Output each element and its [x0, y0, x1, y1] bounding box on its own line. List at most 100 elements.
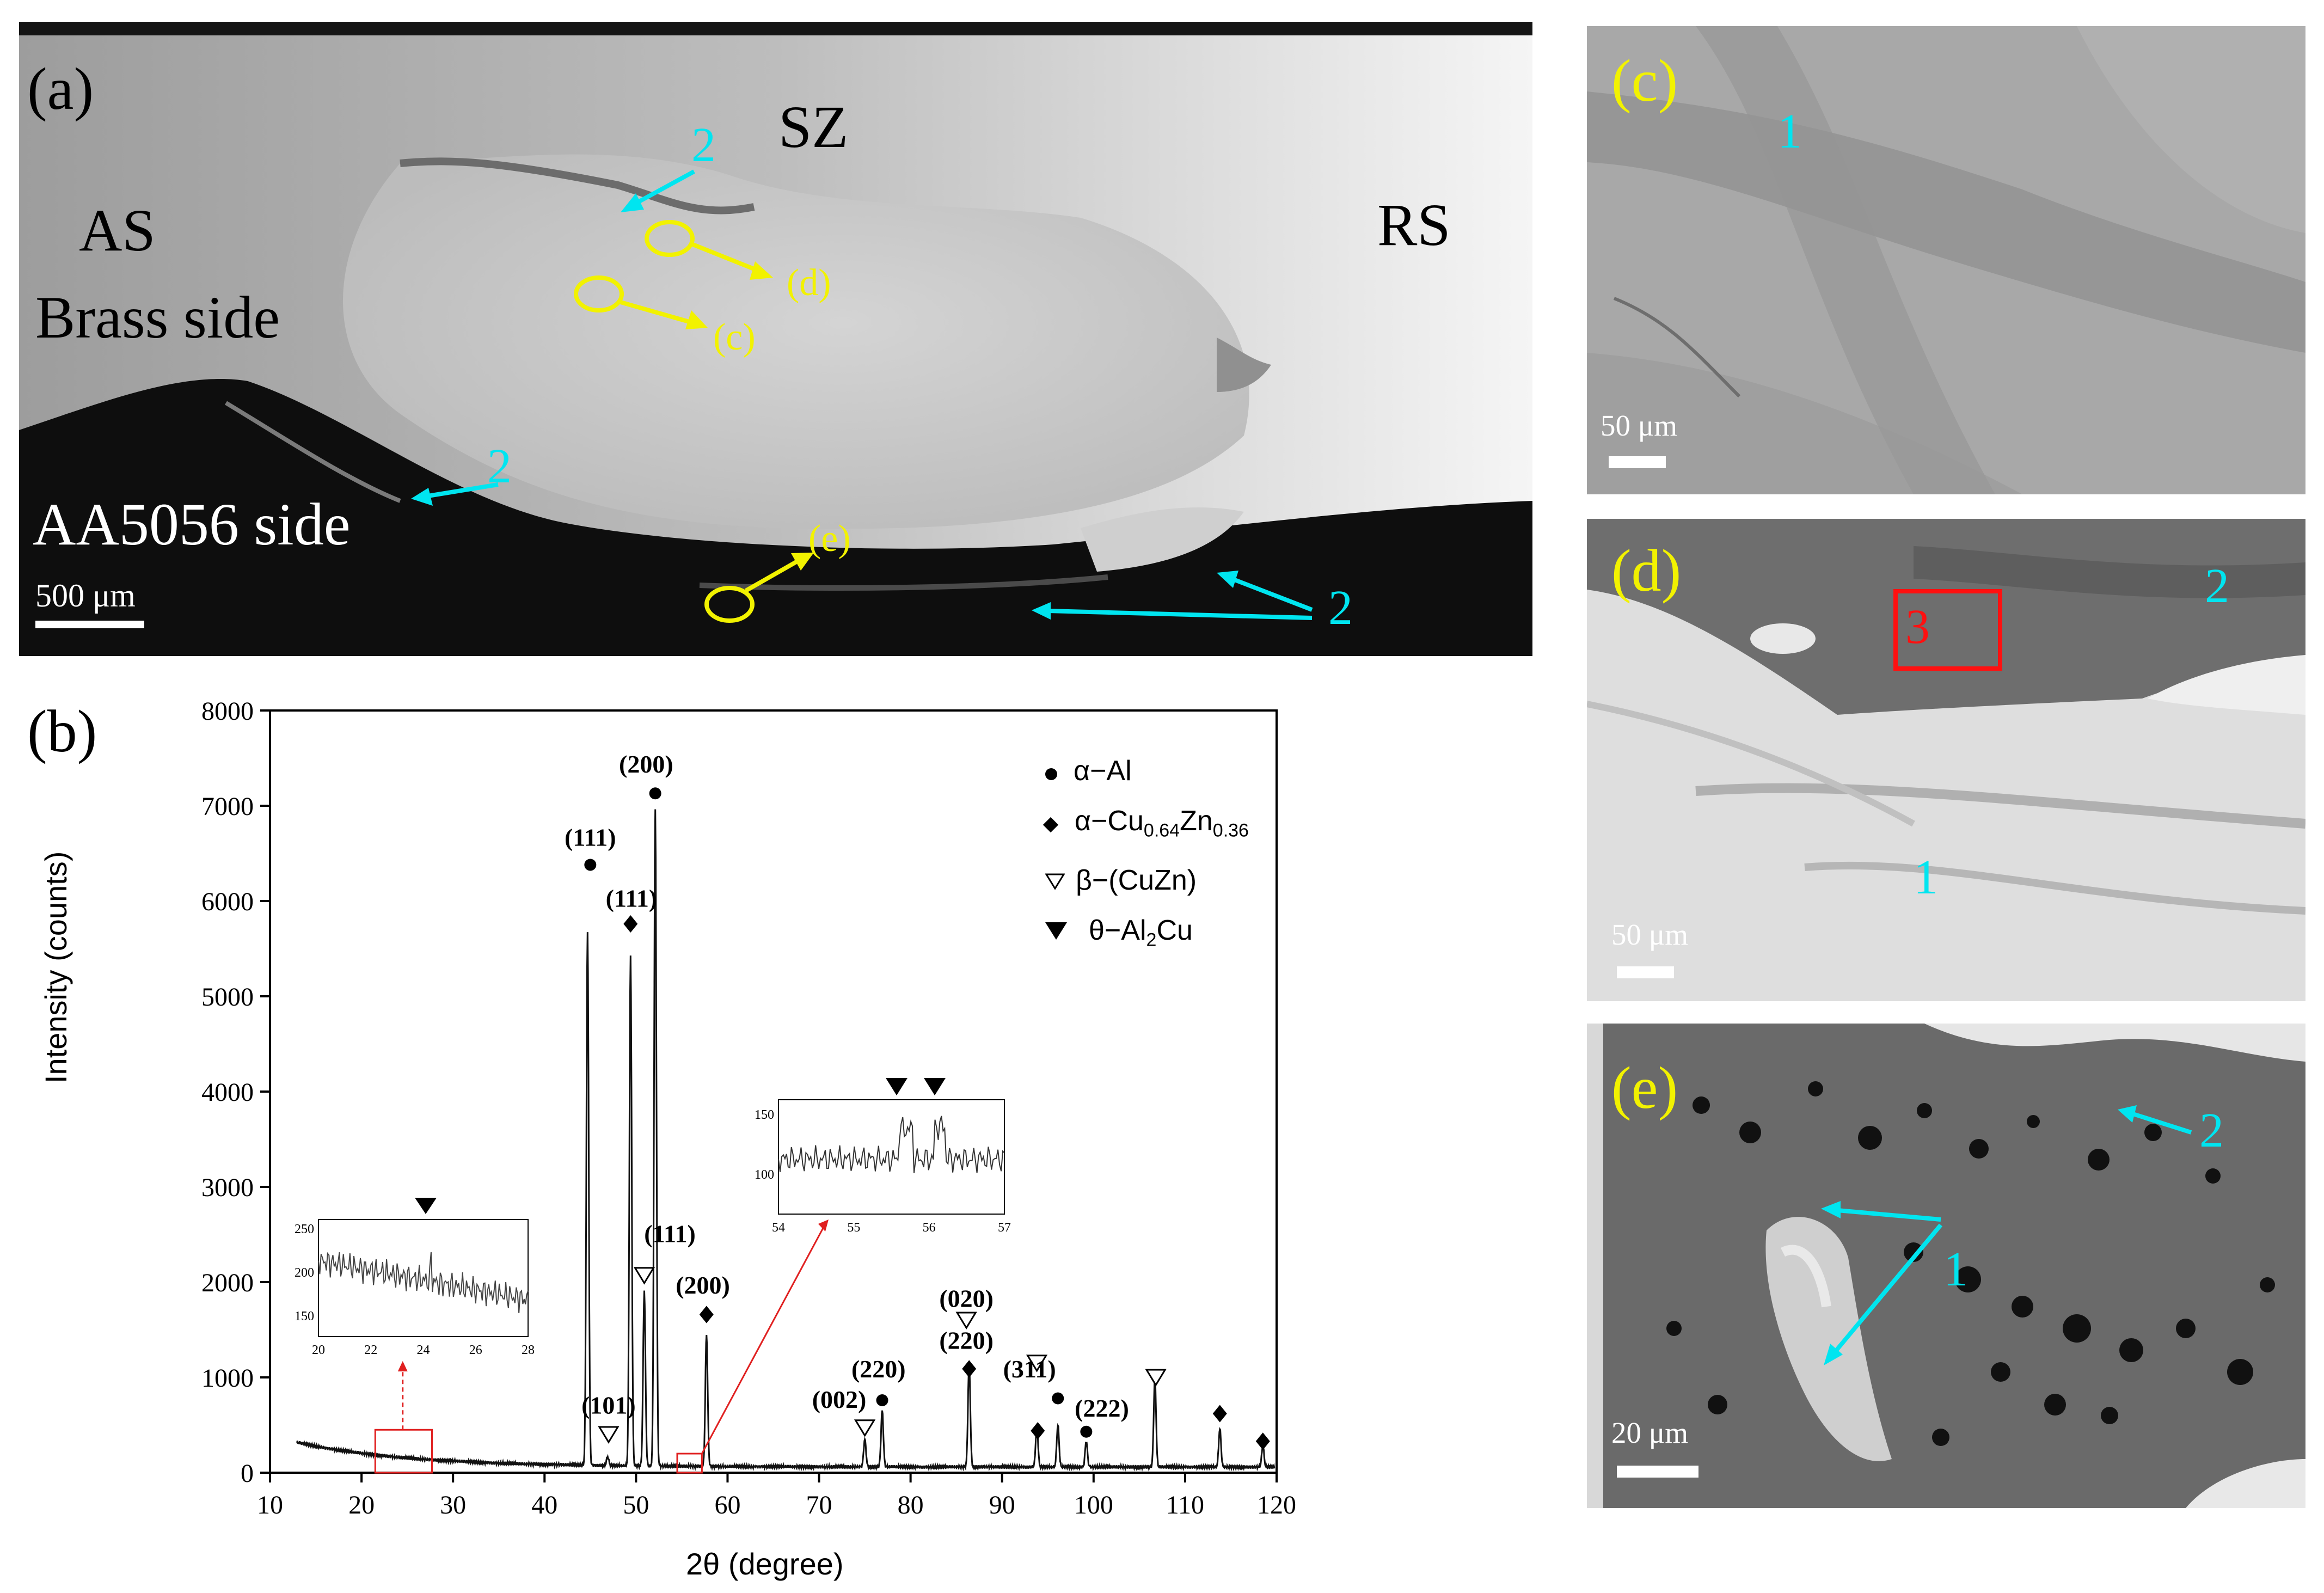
zone-label-as: AS [79, 197, 156, 264]
legend-text: β−(CuZn) [1076, 865, 1197, 897]
xrd-chart: 10 20 30 40 50 60 70 80 90 100 110 120 0 1000 2000 3000… [201, 697, 1296, 1520]
hkl-label: (220) [851, 1355, 906, 1383]
y-tick-label: 0 [241, 1459, 254, 1488]
filled-triangle-marker-icon [1045, 905, 1067, 955]
y-tick-label: 3000 [201, 1173, 254, 1202]
beta-cuzn-marker [598, 1426, 620, 1444]
callout-label-e: (e) [808, 518, 851, 560]
panel-e-region-1: 1 [1943, 1242, 1968, 1296]
open-triangle-marker-icon [1045, 855, 1065, 905]
panel-e-region-2: 2 [2199, 1104, 2224, 1157]
inset-1-x-tick-label: 26 [469, 1343, 482, 1357]
zoom-arrowhead-2 [818, 1220, 829, 1231]
scale-bar-label-a: 500 μm [35, 578, 136, 614]
scale-bar-label-c: 50 μm [1601, 409, 1678, 442]
hkl-label: (222) [1075, 1394, 1129, 1422]
beta-cuzn-marker [955, 1312, 977, 1329]
hkl-label: (200) [676, 1271, 730, 1299]
inset-1-theta-marker [415, 1198, 437, 1214]
inset-1-y-tick-label: 150 [295, 1309, 314, 1324]
legend-text: Zn [1180, 805, 1213, 837]
zoom-arrow-2 [701, 1224, 826, 1454]
scale-bar-a [35, 621, 144, 628]
alpha-cuzn-marker [1255, 1432, 1270, 1450]
zone-label-rs: RS [1377, 192, 1451, 258]
legend-item-beta-cuzn: β−(CuZn) [1045, 855, 1249, 905]
xrd-pattern-line [296, 809, 1276, 1472]
callout-label-d: (d) [787, 262, 831, 304]
inset-2-frame [778, 1099, 1005, 1215]
x-tick-label: 60 [714, 1491, 740, 1520]
inset-1-x-tick-label: 22 [364, 1343, 377, 1357]
scale-bar-e [1617, 1466, 1698, 1478]
scale-bar-c [1609, 456, 1666, 468]
y-tick-label: 8000 [201, 697, 254, 726]
panel-c-label: (c) [1611, 47, 1678, 114]
circle-marker-icon [1045, 768, 1057, 780]
panel-d-label: (d) [1611, 537, 1682, 604]
x-tick-label: 40 [531, 1491, 557, 1520]
x-tick-label: 70 [806, 1491, 832, 1520]
hkl-label: (002) [812, 1386, 867, 1413]
panel-d-sem-image [1587, 519, 2305, 1001]
inset-2-y-tick-label: 150 [755, 1108, 774, 1122]
zone-label-brass-side: Brass side [35, 284, 280, 351]
y-tick-label: 4000 [201, 1078, 254, 1107]
inset-1-y-tick-label: 200 [295, 1266, 314, 1280]
panel-a-callouts [411, 169, 1313, 623]
scale-bar-label-e: 20 μm [1611, 1416, 1689, 1449]
zoom-box-1 [374, 1429, 433, 1474]
zone-label-aa5056-side: AA5056 side [33, 491, 351, 557]
hkl-label: (020) [939, 1285, 994, 1313]
inset-2-line [778, 1116, 1005, 1173]
beta-cuzn-marker [1026, 1355, 1048, 1373]
circle-c-marker [574, 275, 624, 313]
x-tick-label: 100 [1074, 1491, 1113, 1520]
y-axis-title: Intensity (counts) [39, 851, 73, 1083]
inset-1-x-tick-label: 24 [417, 1343, 430, 1357]
beta-cuzn-marker [633, 1267, 655, 1285]
panel-d-region-2: 2 [2205, 559, 2229, 613]
hkl-label: (220) [939, 1327, 994, 1355]
x-tick-label: 120 [1257, 1491, 1296, 1520]
panel-e-label: (e) [1611, 1055, 1678, 1121]
inset-2-theta-marker [924, 1078, 946, 1095]
inset-2-y-tick-label: 100 [755, 1168, 774, 1182]
region-label-2-bottom: 2 [1328, 581, 1353, 635]
alpha-al-marker [876, 1394, 888, 1406]
hkl-label: (311) [1003, 1355, 1056, 1383]
x-tick-label: 30 [440, 1491, 466, 1520]
alpha-al-marker [1052, 1392, 1064, 1405]
inset-1-x-tick-label: 28 [522, 1343, 535, 1357]
legend-item-alpha-cuzn: α−Cu0.64Zn0.36 [1043, 796, 1249, 855]
scale-bar-d [1617, 966, 1674, 978]
panel-c-region-1: 1 [1777, 105, 1802, 158]
alpha-al-marker [649, 787, 661, 800]
callout-label-c: (c) [713, 316, 756, 358]
inset-2-theta-marker [886, 1078, 907, 1095]
x-tick-label: 90 [989, 1491, 1015, 1520]
legend-text: θ−Al [1089, 915, 1146, 947]
inset-2-x-tick-label: 56 [923, 1221, 936, 1235]
y-tick-label: 6000 [201, 887, 254, 916]
alpha-al-marker [584, 859, 597, 871]
panel-d-region-3-box [1893, 589, 2002, 671]
circle-d-marker [645, 220, 695, 257]
alpha-cuzn-marker [623, 915, 638, 933]
x-tick-label: 10 [257, 1491, 283, 1520]
hkl-label: (111) [606, 885, 658, 912]
alpha-cuzn-marker [962, 1360, 977, 1378]
panel-c-sem-image [1587, 26, 2305, 494]
beta-cuzn-marker [1145, 1369, 1167, 1387]
panel-e-sem-image [1587, 1024, 2305, 1508]
legend-item-theta-al2cu: θ−Al2Cu [1045, 905, 1249, 965]
panel-a-label: (a) [27, 56, 94, 122]
y-tick-label: 2000 [201, 1269, 254, 1297]
beta-cuzn-marker [854, 1419, 876, 1437]
panel-d-region-1: 1 [1914, 850, 1938, 904]
panel-d-region-3: 3 [1905, 600, 1930, 654]
x-tick-label: 80 [898, 1491, 924, 1520]
inset-2-x-tick-label: 57 [998, 1221, 1011, 1235]
legend-subscript: 0.64 [1143, 820, 1180, 841]
zoom-box-2 [676, 1453, 703, 1474]
